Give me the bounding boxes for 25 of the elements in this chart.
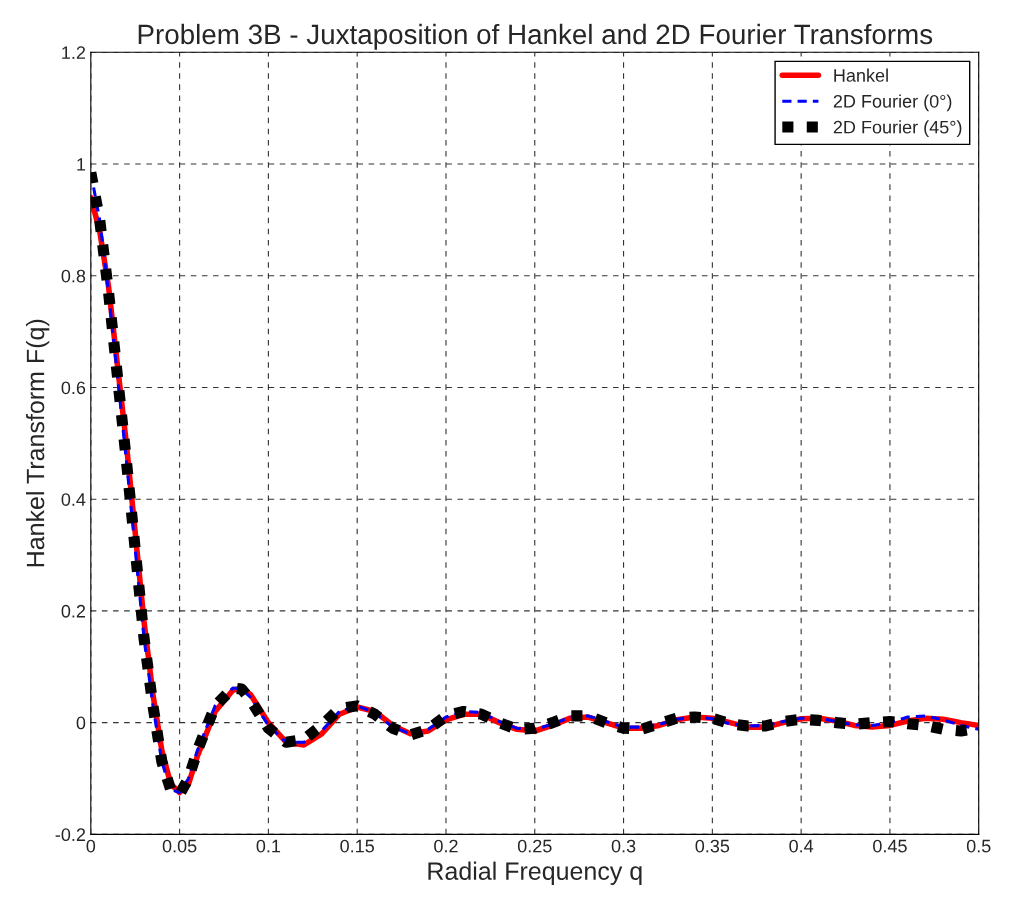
y-axis-title: Hankel Transform F(q)	[25, 319, 50, 567]
y-tick-label: 1	[77, 158, 86, 171]
x-tick-label: 0	[86, 839, 96, 853]
chart-title: Problem 3B - Juxtaposition of Hankel and 2D Fourier Transforms	[138, 23, 933, 50]
y-tick-label: 0	[76, 716, 86, 730]
y-tick-label: 1.2	[62, 46, 86, 59]
legend-label: Hankel	[834, 68, 888, 82]
y-tick-label: 0.4	[61, 493, 86, 506]
x-tick-label: 0.2	[434, 839, 458, 853]
x-tick-label: 0.15	[340, 839, 374, 853]
x-tick-label: 0.05	[162, 839, 197, 853]
x-tick-label: 0.4	[789, 839, 814, 853]
x-tick-label: 0.35	[695, 839, 730, 853]
y-tick-label: -0.2	[55, 828, 86, 842]
y-tick-label: 0.8	[61, 269, 86, 283]
legend-label: 2D Fourier (45°)	[833, 120, 962, 138]
y-tick-label: 0.2	[61, 604, 86, 618]
x-tick-label: 0.1	[256, 839, 281, 853]
x-tick-label: 0.5	[966, 839, 991, 853]
x-axis-title: Radial Frequency q	[428, 861, 642, 885]
legend-label: 2D Fourier (0°)	[833, 94, 952, 112]
x-tick-label: 0.45	[873, 839, 907, 853]
x-tick-label: 0.3	[611, 839, 636, 853]
y-tick-label: 0.6	[61, 381, 86, 395]
x-tick-label: 0.25	[517, 839, 552, 853]
